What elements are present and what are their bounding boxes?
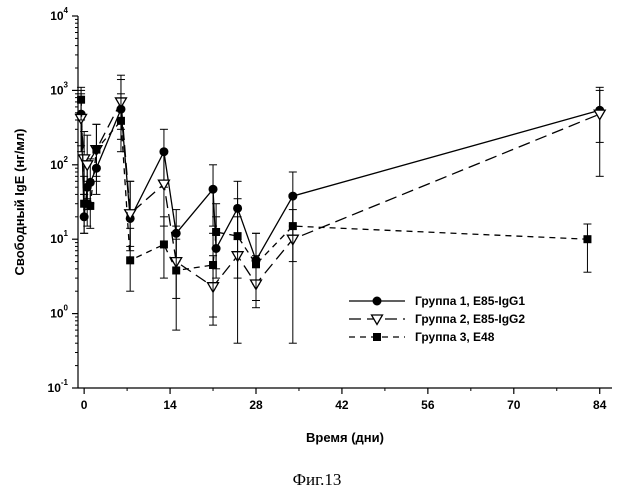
data-point [86, 201, 95, 210]
series-line [80, 108, 600, 262]
data-point [172, 266, 181, 275]
data-point [209, 261, 218, 270]
x-tick-label: 84 [593, 398, 607, 412]
y-tick-label: 103 [50, 80, 68, 97]
data-point [77, 95, 86, 104]
series-1 [76, 74, 605, 285]
x-tick-label: 70 [507, 398, 521, 412]
y-tick-label: 104 [50, 6, 68, 23]
y-tick-label: 102 [50, 155, 68, 172]
legend-marker [372, 296, 382, 306]
series-3 [77, 89, 592, 331]
x-tick-label: 28 [249, 398, 263, 412]
data-point [77, 154, 91, 166]
legend-marker [373, 333, 381, 341]
legend-label: Группа 1, E85-IgG1 [415, 294, 525, 308]
data-point [593, 109, 607, 121]
data-point [157, 179, 171, 191]
data-point [92, 145, 101, 154]
legend-item-3: Группа 3, E48 [349, 330, 495, 344]
y-axis-title: Свободный IgE (нг/мл) [12, 128, 27, 275]
axes: 10-1 100 101 102 103 104 0 14 28 42 56 70 84 Время (д… [12, 6, 612, 445]
y-tick-label: 10-1 [48, 378, 69, 395]
x-tick-label: 0 [81, 398, 88, 412]
x-tick-label: 42 [335, 398, 349, 412]
data-point [126, 256, 135, 265]
data-point [212, 227, 221, 236]
legend-marker [370, 314, 384, 326]
legend-item-2: Группа 2, E85-IgG2 [349, 312, 525, 326]
ige-time-course-chart: 10-1 100 101 102 103 104 0 14 28 42 56 70 84 Время (д… [12, 6, 612, 445]
legend-label: Группа 2, E85-IgG2 [415, 312, 525, 326]
data-point [233, 232, 242, 241]
data-point [208, 184, 218, 194]
legend-label: Группа 3, E48 [415, 330, 495, 344]
y-tick-label: 100 [50, 304, 68, 321]
data-point [583, 235, 592, 244]
x-axis-title: Время (дни) [306, 430, 384, 445]
y-tick-label: 101 [50, 229, 68, 246]
data-point [80, 160, 94, 172]
series-2 [74, 79, 607, 344]
legend-item-1: Группа 1, E85-IgG1 [349, 294, 525, 308]
legend: Группа 1, E85-IgG1 Группа 2, E85-IgG2 Груп… [349, 294, 525, 344]
data-point [252, 260, 260, 269]
series-layer [74, 74, 607, 344]
data-point [116, 116, 125, 125]
x-tick-label: 56 [421, 398, 435, 412]
figure-caption: Фиг.13 [292, 470, 342, 489]
x-tick-label: 14 [163, 398, 177, 412]
data-point [159, 240, 168, 249]
series-line [80, 99, 600, 288]
data-point [288, 222, 297, 231]
